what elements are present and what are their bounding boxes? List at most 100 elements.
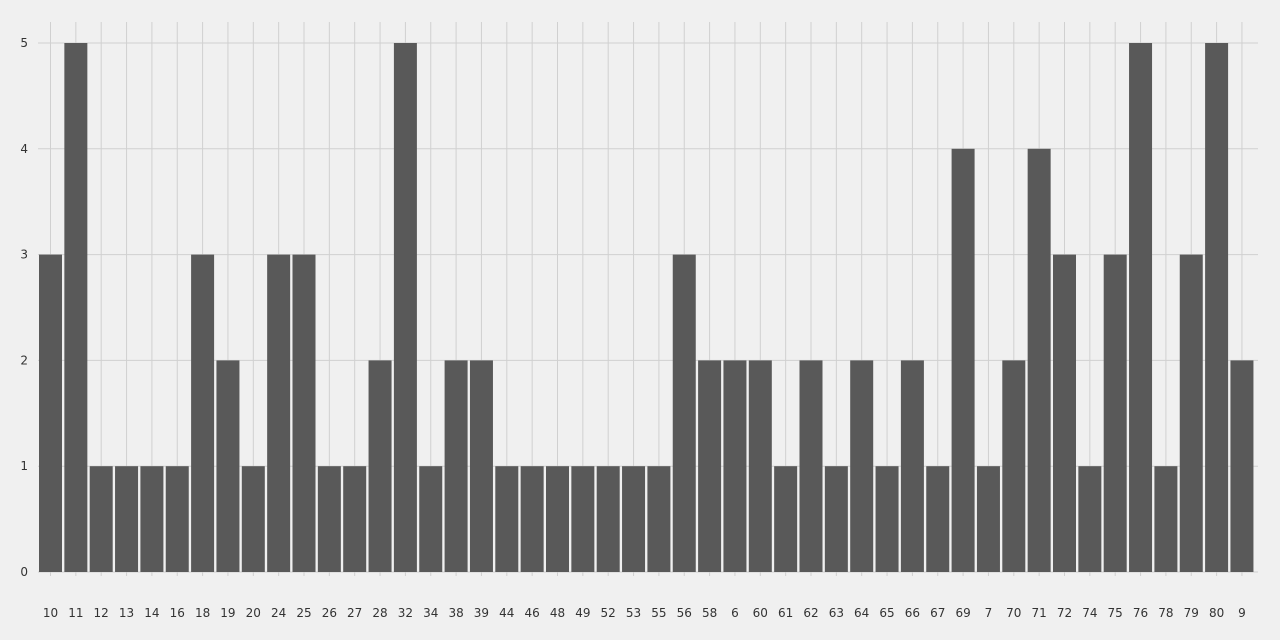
bar-61 [774,466,798,572]
bar-58 [698,360,722,572]
bar-12 [89,466,113,572]
bar-56 [672,254,696,572]
bar-48 [546,466,569,572]
bar-49 [571,466,595,572]
x-tick-label: 70 [1006,606,1021,620]
bar-72 [1053,254,1076,572]
bar-series [39,43,1254,573]
bar-64 [850,360,874,572]
bar-18 [191,254,215,572]
x-tick-label: 61 [778,606,793,620]
bar-7 [976,466,1000,572]
x-tick-label: 38 [448,606,463,620]
bar-76 [1129,43,1153,572]
x-tick-label: 7 [985,606,993,620]
y-tick-label: 0 [20,565,28,579]
x-tick-label: 62 [803,606,818,620]
x-tick-label: 67 [930,606,945,620]
x-tick-label: 53 [626,606,641,620]
x-tick-label: 26 [322,606,337,620]
bar-13 [115,466,139,572]
x-tick-label: 56 [677,606,692,620]
bar-16 [165,466,189,572]
bar-53 [622,466,646,572]
x-tick-label: 60 [753,606,768,620]
bar-26 [317,466,341,572]
x-tick-label: 76 [1133,606,1148,620]
x-tick-label: 80 [1209,606,1224,620]
bar-75 [1103,254,1127,572]
x-tick-label: 69 [955,606,970,620]
x-tick-label: 12 [94,606,109,620]
bar-34 [419,466,443,572]
x-tick-label: 14 [144,606,159,620]
bar-78 [1154,466,1178,572]
x-tick-label: 63 [829,606,844,620]
bar-28 [368,360,392,572]
x-tick-label: 49 [575,606,590,620]
x-tick-label: 24 [271,606,286,620]
bar-14 [140,466,164,572]
bar-46 [520,466,544,572]
bar-66 [900,360,924,572]
bar-67 [926,466,950,572]
bar-60 [748,360,772,572]
bar-44 [495,466,519,572]
bar-25 [292,254,316,572]
x-tick-label: 27 [347,606,362,620]
bar-38 [444,360,468,572]
bar-80 [1205,43,1229,572]
y-tick-label: 1 [20,459,28,473]
bar-70 [1002,360,1026,572]
x-tick-label: 19 [220,606,235,620]
x-tick-label: 71 [1032,606,1047,620]
bar-20 [241,466,265,572]
x-tick-label: 64 [854,606,869,620]
x-tick-label: 28 [372,606,387,620]
bar-79 [1179,254,1203,572]
x-tick-label: 6 [731,606,739,620]
bar-19 [216,360,240,572]
x-tick-label: 9 [1238,606,1246,620]
bar-69 [951,148,975,573]
x-tick-label: 32 [398,606,413,620]
bar-39 [469,360,493,572]
bar-24 [267,254,291,572]
bar-65 [875,466,899,572]
x-tick-label: 34 [423,606,438,620]
bar-11 [64,43,88,572]
bar-10 [39,254,62,572]
x-tick-label: 16 [170,606,185,620]
bar-62 [799,360,823,572]
bar-63 [824,466,848,572]
x-tick-label: 25 [296,606,311,620]
x-tick-label: 10 [43,606,58,620]
bar-27 [343,466,367,572]
x-axis-tick-labels: 10 11 12 13 14 16 18 19 20 24 25 26 27 28 32 34 38 39 44 46… [43,572,1246,620]
x-tick-label: 74 [1082,606,1097,620]
x-tick-label: 46 [525,606,540,620]
x-tick-label: 44 [499,606,514,620]
bar-9 [1230,360,1254,572]
x-tick-label: 79 [1184,606,1199,620]
bar-55 [647,466,671,572]
y-tick-label: 5 [20,36,28,50]
x-tick-label: 13 [119,606,134,620]
bar-71 [1027,148,1051,573]
x-tick-label: 55 [651,606,666,620]
y-tick-label: 2 [20,353,28,367]
x-tick-label: 58 [702,606,717,620]
bar-52 [596,466,620,572]
x-tick-label: 75 [1108,606,1123,620]
bar-74 [1078,466,1102,572]
x-tick-label: 11 [68,606,83,620]
x-tick-label: 78 [1158,606,1173,620]
x-tick-label: 65 [879,606,894,620]
bar-6 [723,360,747,572]
bar-32 [393,43,417,572]
y-axis-tick-labels: 0 1 2 3 4 5 [20,36,28,579]
y-tick-label: 4 [20,142,28,156]
x-tick-label: 72 [1057,606,1072,620]
x-tick-label: 52 [601,606,616,620]
